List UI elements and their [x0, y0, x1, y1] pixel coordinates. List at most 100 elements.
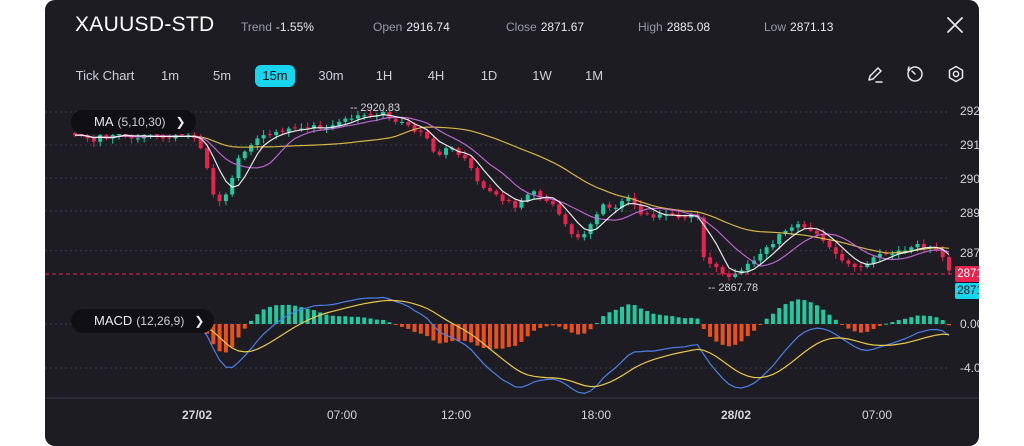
- timeframe-1m-month[interactable]: 1M: [584, 68, 604, 83]
- timeframe-1m[interactable]: 1m: [160, 68, 180, 83]
- timeframe-tick-chart[interactable]: Tick Chart: [75, 68, 135, 83]
- clock-icon[interactable]: [905, 64, 925, 84]
- candle-body: [626, 197, 631, 202]
- candle-body: [657, 214, 662, 218]
- macd-histogram-bar: [902, 318, 907, 324]
- high-annotation: -- 2920.83: [350, 102, 400, 114]
- macd-histogram-bar: [802, 300, 807, 324]
- candle-body: [934, 247, 939, 251]
- stat-label: Open: [373, 20, 403, 34]
- candle-body: [701, 217, 706, 258]
- stat-open: Open 2916.74: [373, 20, 450, 34]
- candle-body: [381, 112, 386, 116]
- draw-icon[interactable]: [865, 64, 885, 84]
- macd-histogram-bar: [236, 324, 241, 338]
- candle-body: [733, 273, 738, 277]
- macd-histogram-bar: [393, 324, 398, 325]
- candle-body: [613, 207, 618, 209]
- candle-body: [682, 216, 687, 218]
- macd-histogram-bar: [588, 324, 593, 330]
- macd-histogram-bar: [550, 324, 555, 326]
- macd-histogram-bar: [676, 317, 681, 324]
- ma10-line: [75, 116, 950, 267]
- candle-body: [871, 257, 876, 264]
- candle-body: [651, 214, 656, 218]
- candle-body: [425, 131, 430, 139]
- candle-body: [588, 224, 593, 235]
- macd-indicator-pill[interactable]: MACD (12,26,9) ❯: [71, 309, 215, 333]
- macd-histogram-bar: [613, 309, 618, 324]
- close-icon[interactable]: [944, 14, 966, 36]
- time-axis-label: 27/02: [182, 408, 213, 422]
- timeframe-1h[interactable]: 1H: [375, 68, 393, 83]
- indicator-params: (5,10,30): [117, 115, 166, 129]
- candle-body: [154, 133, 159, 136]
- timeframe-4h[interactable]: 4H: [427, 68, 445, 83]
- macd-histogram-bar: [947, 324, 951, 326]
- candle-body: [230, 178, 235, 195]
- macd-histogram-bar: [638, 308, 643, 324]
- candle-body: [249, 145, 254, 152]
- chart-header: XAUUSD-STD Trend -1.55% Open 2916.74 Close…: [45, 0, 979, 52]
- candle-body: [607, 204, 612, 208]
- candle-body: [305, 127, 310, 129]
- macd-histogram-bar: [349, 316, 354, 324]
- candle-body: [670, 213, 675, 215]
- timeframe-5m[interactable]: 5m: [212, 68, 232, 83]
- candle-body: [745, 263, 750, 271]
- macd-histogram-bar: [469, 324, 474, 343]
- macd-histogram-bar: [714, 324, 719, 342]
- candle-body: [198, 138, 203, 149]
- candle-body: [632, 197, 637, 205]
- candle-body: [783, 230, 788, 235]
- candle-body: [355, 115, 360, 119]
- macd-histogram-bar: [657, 314, 662, 324]
- candle-body: [714, 263, 719, 268]
- stat-value: 2916.74: [406, 20, 450, 34]
- price-chart[interactable]: [45, 0, 979, 446]
- candle-body: [808, 227, 813, 231]
- candle-body: [802, 224, 807, 228]
- candle-body: [550, 201, 555, 205]
- macd-histogram-bar: [670, 316, 675, 324]
- candle-body: [777, 234, 782, 244]
- timeframe-1d[interactable]: 1D: [480, 68, 498, 83]
- ma30-line: [75, 126, 950, 254]
- timeframe-30m[interactable]: 30m: [318, 68, 344, 83]
- candle-body: [620, 201, 625, 208]
- candle-body: [318, 125, 323, 129]
- candle-body: [255, 138, 260, 145]
- candle-body: [846, 260, 851, 264]
- candle-body: [538, 191, 543, 198]
- candle-body: [877, 253, 882, 258]
- candle-body: [186, 135, 191, 137]
- macd-histogram-bar: [814, 305, 819, 324]
- macd-histogram-bar: [770, 313, 775, 324]
- timeframe-15m[interactable]: 15m: [255, 65, 295, 87]
- candle-body: [840, 253, 845, 261]
- macd-histogram-bar: [695, 318, 700, 324]
- candle-body: [280, 130, 285, 132]
- candle-body: [519, 201, 524, 208]
- macd-histogram-bar: [355, 316, 360, 324]
- candle-body: [594, 214, 599, 225]
- macd-histogram-bar: [764, 318, 769, 324]
- candle-body: [915, 244, 920, 248]
- candle-body: [532, 191, 537, 195]
- macd-histogram-bar: [682, 318, 687, 324]
- macd-histogram-bar: [733, 324, 738, 345]
- macd-histogram-bar: [443, 324, 448, 343]
- macd-histogram-bar: [594, 323, 599, 325]
- annotation-value: 2867.78: [718, 282, 759, 294]
- chart-panel: XAUUSD-STD Trend -1.55% Open 2916.74 Close…: [45, 0, 979, 446]
- price-axis-label: 2920.00: [960, 104, 979, 118]
- ma-indicator-pill[interactable]: MA (5,10,30) ❯: [71, 110, 196, 134]
- macd-histogram-bar: [871, 324, 876, 330]
- candle-body: [267, 133, 272, 136]
- candle-body: [368, 114, 373, 116]
- macd-histogram-bar: [324, 314, 329, 324]
- timeframe-1w[interactable]: 1W: [532, 68, 552, 83]
- stat-trend: Trend -1.55%: [241, 20, 314, 34]
- settings-icon[interactable]: [946, 64, 966, 84]
- candle-body: [286, 128, 291, 132]
